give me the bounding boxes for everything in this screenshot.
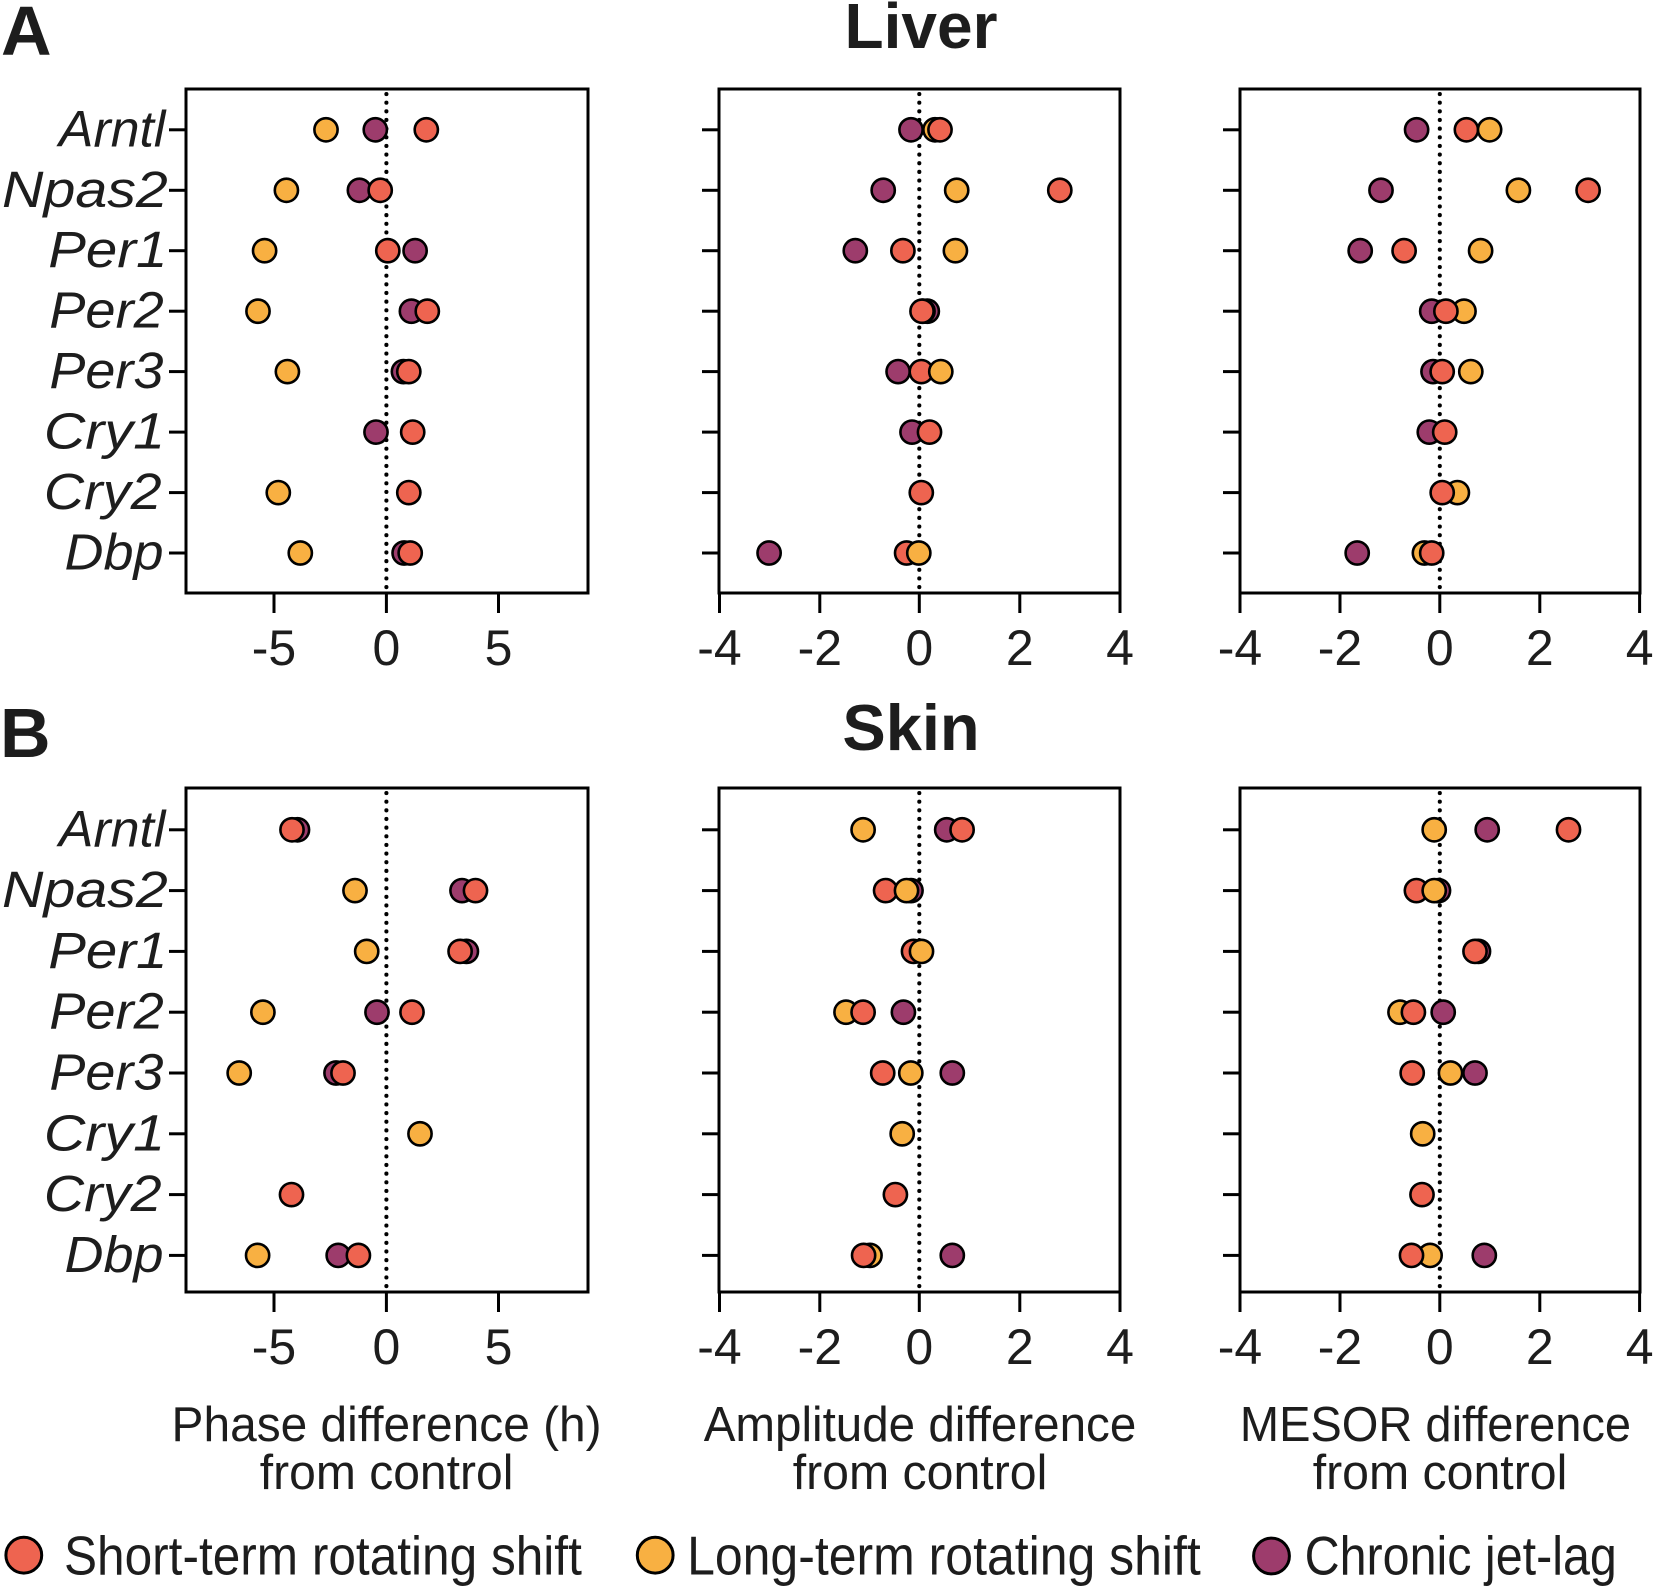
svg-text:-2: -2 bbox=[798, 620, 842, 676]
svg-text:0: 0 bbox=[372, 620, 400, 676]
svg-text:from control: from control bbox=[793, 1446, 1048, 1500]
svg-text:4: 4 bbox=[1626, 620, 1654, 676]
svg-text:2: 2 bbox=[1526, 1319, 1554, 1375]
svg-text:Cry1: Cry1 bbox=[44, 1104, 165, 1161]
svg-text:-4: -4 bbox=[697, 620, 741, 676]
svg-text:Per1: Per1 bbox=[48, 222, 167, 279]
svg-text:Chronic jet-lag: Chronic jet-lag bbox=[1305, 1525, 1617, 1586]
svg-text:5: 5 bbox=[485, 620, 513, 676]
svg-text:Amplitude difference: Amplitude difference bbox=[704, 1397, 1137, 1452]
svg-text:-4: -4 bbox=[1218, 1319, 1262, 1375]
svg-text:Long-term rotating shift: Long-term rotating shift bbox=[687, 1525, 1201, 1586]
svg-text:-2: -2 bbox=[798, 1319, 842, 1375]
svg-text:0: 0 bbox=[1426, 1319, 1454, 1375]
svg-text:-5: -5 bbox=[252, 620, 296, 676]
svg-text:Cry2: Cry2 bbox=[44, 1166, 162, 1222]
svg-text:-4: -4 bbox=[1218, 620, 1262, 676]
svg-text:Per3: Per3 bbox=[49, 342, 163, 399]
svg-text:Phase difference (h): Phase difference (h) bbox=[172, 1398, 602, 1453]
svg-text:0: 0 bbox=[905, 1319, 933, 1375]
svg-text:Dbp: Dbp bbox=[65, 524, 164, 581]
svg-text:-2: -2 bbox=[1318, 1319, 1362, 1375]
svg-text:Per3: Per3 bbox=[49, 1044, 163, 1101]
svg-text:0: 0 bbox=[905, 620, 933, 676]
svg-text:4: 4 bbox=[1106, 1319, 1134, 1375]
svg-text:4: 4 bbox=[1626, 1319, 1654, 1375]
svg-text:-4: -4 bbox=[697, 1319, 741, 1375]
svg-text:2: 2 bbox=[1006, 1319, 1034, 1375]
svg-text:Cry2: Cry2 bbox=[44, 464, 162, 520]
svg-text:Arntl: Arntl bbox=[56, 800, 167, 858]
svg-text:B: B bbox=[0, 694, 51, 772]
svg-text:Arntl: Arntl bbox=[56, 100, 167, 158]
svg-text:2: 2 bbox=[1526, 620, 1554, 676]
svg-text:Skin: Skin bbox=[842, 691, 979, 764]
svg-text:-2: -2 bbox=[1318, 620, 1362, 676]
svg-text:5: 5 bbox=[485, 1319, 513, 1375]
svg-text:Short-term rotating shift: Short-term rotating shift bbox=[64, 1526, 582, 1586]
svg-text:Npas2: Npas2 bbox=[2, 162, 168, 218]
svg-text:Per2: Per2 bbox=[49, 983, 164, 1040]
svg-text:from control: from control bbox=[260, 1446, 514, 1501]
svg-text:Per1: Per1 bbox=[48, 922, 167, 979]
svg-text:MESOR difference: MESOR difference bbox=[1240, 1398, 1631, 1452]
svg-text:-5: -5 bbox=[252, 1319, 296, 1375]
svg-text:Cry1: Cry1 bbox=[44, 403, 165, 460]
svg-text:from control: from control bbox=[1313, 1446, 1568, 1500]
svg-text:2: 2 bbox=[1006, 620, 1034, 676]
svg-text:A: A bbox=[1, 0, 52, 70]
svg-text:Dbp: Dbp bbox=[65, 1226, 164, 1283]
svg-text:0: 0 bbox=[372, 1319, 400, 1375]
svg-text:Npas2: Npas2 bbox=[2, 862, 168, 918]
svg-text:4: 4 bbox=[1106, 620, 1134, 676]
svg-text:Per2: Per2 bbox=[49, 282, 164, 339]
svg-text:Liver: Liver bbox=[845, 0, 998, 62]
svg-text:0: 0 bbox=[1426, 620, 1454, 676]
